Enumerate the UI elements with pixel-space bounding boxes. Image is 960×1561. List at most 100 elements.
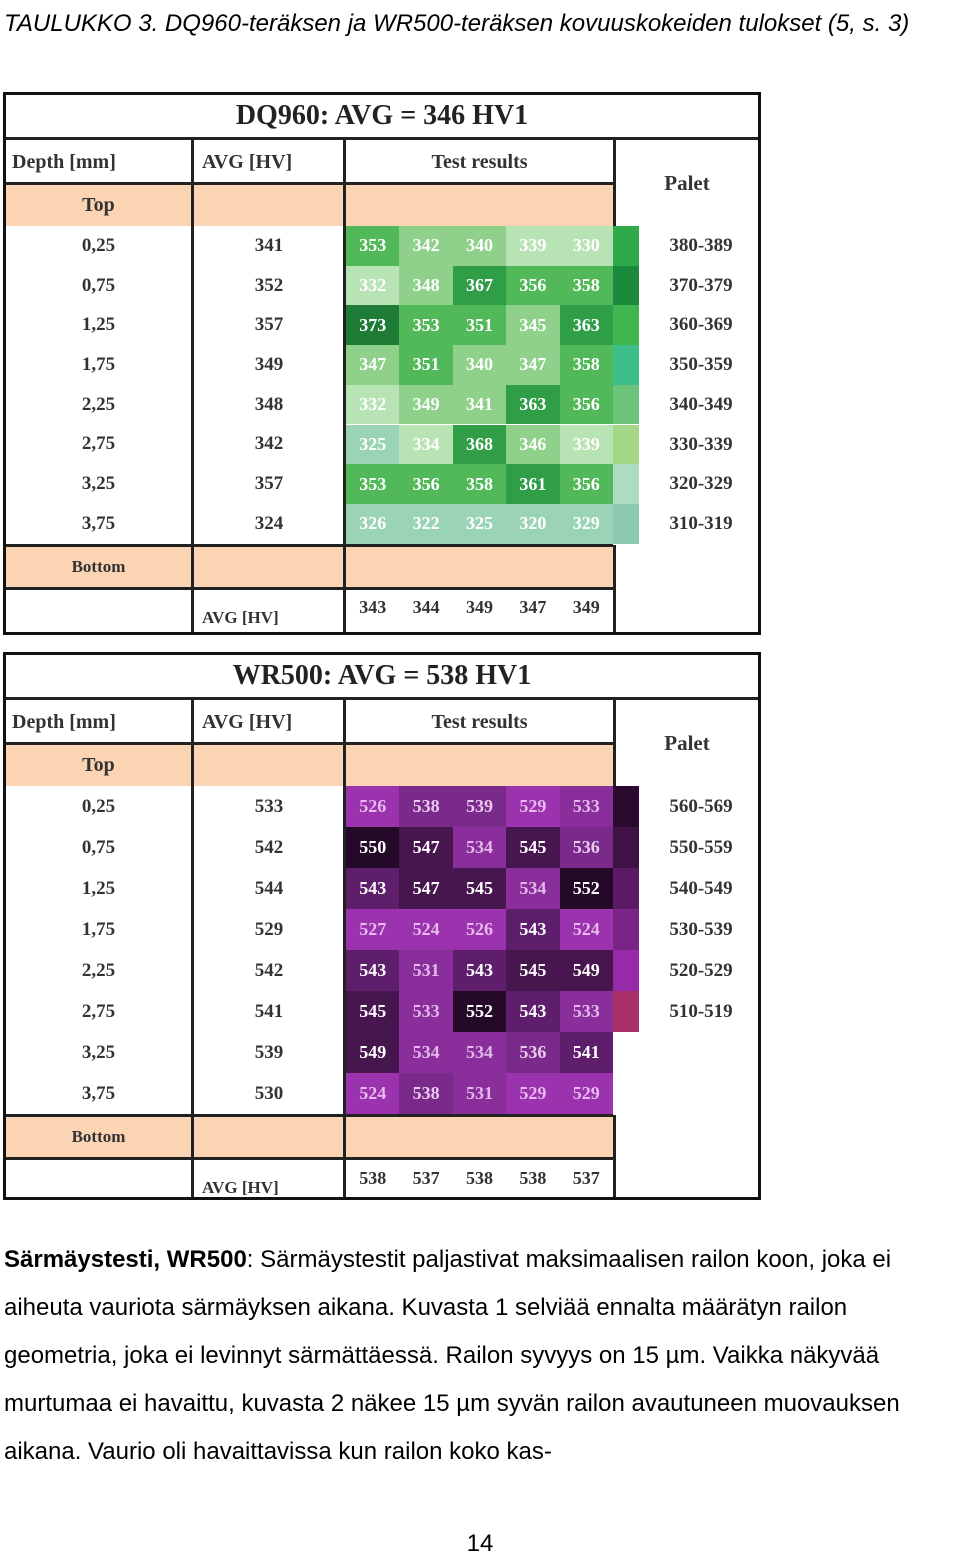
avg-row-label: AVG [HV] — [202, 607, 279, 627]
result-cell: 531 — [399, 950, 453, 991]
palette-range: 370-379 — [669, 274, 733, 296]
result-cell: 527 — [346, 909, 400, 950]
result-cell: 368 — [452, 424, 507, 465]
column-avg-cell: 347 — [519, 597, 547, 618]
row-divider — [6, 1114, 613, 1117]
header-avg: AVG [HV] — [202, 710, 293, 733]
depth-cell: 1,75 — [81, 918, 116, 940]
row-avg-cell: 352 — [254, 274, 284, 296]
table-caption: TAULUKKO 3. DQ960-teräksen ja WR500-terä… — [4, 10, 910, 37]
result-cell: 536 — [506, 1032, 560, 1073]
col-divider — [613, 137, 616, 226]
col-divider — [613, 544, 616, 632]
palette-swatch — [613, 991, 639, 1032]
result-cell: 351 — [399, 345, 453, 385]
result-cell: 341 — [452, 384, 507, 425]
top-avg-blank — [194, 744, 344, 786]
paragraph-text: : Särmäystestit paljastivat maksimaalise… — [4, 1246, 900, 1465]
result-cell: 358 — [559, 345, 613, 385]
palette-range: 510-519 — [669, 1001, 733, 1022]
bottom-results-blank — [346, 546, 613, 587]
result-cell: 529 — [506, 1073, 560, 1114]
depth-cell: 1,25 — [81, 877, 116, 899]
result-cell: 534 — [452, 827, 507, 868]
column-avg-cell: 343 — [359, 597, 387, 618]
palette-range: 380-389 — [669, 235, 733, 256]
result-cell: 545 — [506, 950, 560, 991]
top-label: Top — [6, 184, 191, 226]
palette-range: 320-329 — [669, 473, 733, 495]
result-cell: 334 — [399, 424, 453, 465]
result-cell: 529 — [506, 786, 560, 827]
result-cell: 367 — [452, 265, 507, 306]
result-cell: 552 — [452, 991, 507, 1032]
top-avg-blank — [194, 184, 344, 226]
result-cell: 340 — [452, 345, 507, 385]
top-results-blank — [346, 744, 613, 786]
depth-cell: 1,25 — [81, 314, 116, 336]
result-cell: 524 — [346, 1073, 400, 1114]
header-avg: AVG [HV] — [202, 150, 293, 173]
result-cell: 549 — [559, 950, 613, 991]
result-cell: 543 — [506, 909, 560, 950]
bottom-results-blank — [346, 1117, 613, 1157]
result-cell: 534 — [399, 1032, 453, 1073]
row-avg-cell: 541 — [254, 1000, 284, 1022]
row-divider — [6, 543, 613, 547]
result-cell: 533 — [559, 786, 613, 827]
header-palet: Palet — [664, 170, 710, 195]
paragraph-lead: Särmäystesti, WR500 — [4, 1246, 247, 1273]
result-cell: 545 — [452, 868, 507, 909]
title-divider — [6, 697, 758, 700]
result-cell: 526 — [346, 786, 400, 827]
page-number: 14 — [466, 1530, 494, 1557]
header-depth: Depth [mm] — [12, 150, 116, 173]
result-cell: 552 — [559, 868, 613, 909]
palette-range: 360-369 — [669, 314, 733, 336]
palette-swatch — [613, 226, 639, 266]
result-cell: 356 — [399, 464, 453, 504]
palette-range: 540-549 — [669, 878, 733, 899]
column-avg-cell: 538 — [359, 1167, 387, 1188]
bottom-label: Bottom — [6, 1117, 191, 1157]
result-cell: 543 — [452, 950, 507, 991]
col-divider — [191, 697, 194, 1197]
result-cell: 353 — [346, 464, 400, 504]
result-cell: 332 — [346, 265, 400, 306]
palette-swatch — [613, 384, 639, 425]
palette-swatch — [613, 265, 639, 306]
result-cell: 340 — [452, 226, 507, 266]
result-cell: 545 — [346, 991, 400, 1032]
column-avg-cell: 538 — [465, 1167, 493, 1188]
avg-row-label: AVG [HV] — [202, 1178, 279, 1197]
depth-cell: 0,75 — [81, 274, 116, 296]
depth-cell: 0,25 — [81, 795, 116, 817]
header-palet: Palet — [664, 730, 710, 755]
result-cell: 543 — [346, 868, 400, 909]
row-divider — [6, 586, 613, 590]
result-cell: 356 — [559, 464, 613, 504]
result-cell: 347 — [346, 345, 400, 385]
body-paragraph: Särmäystesti, WR500: Särmäystestit palja… — [4, 1236, 954, 1476]
row-avg-cell: 324 — [254, 512, 284, 534]
result-cell: 332 — [346, 384, 400, 425]
table-title: DQ960: AVG = 346 HV1 — [235, 100, 529, 131]
result-cell: 339 — [559, 424, 613, 465]
result-cell: 547 — [399, 827, 453, 868]
depth-cell: 1,75 — [81, 353, 116, 375]
palette-swatch — [613, 424, 639, 465]
result-cell: 538 — [399, 786, 453, 827]
row-avg-cell: 341 — [254, 234, 284, 256]
result-cell: 325 — [452, 503, 507, 544]
depth-cell: 2,25 — [81, 393, 116, 415]
depth-cell: 0,75 — [81, 836, 116, 858]
bottom-avg-blank — [194, 1117, 344, 1157]
header-test-results: Test results — [431, 150, 528, 173]
result-cell: 330 — [559, 226, 613, 266]
result-cell: 358 — [559, 265, 613, 306]
row-avg-cell: 349 — [254, 353, 284, 375]
col-divider — [343, 697, 346, 1197]
depth-cell: 3,25 — [81, 473, 116, 495]
row-avg-cell: 348 — [254, 393, 284, 415]
row-avg-cell: 357 — [254, 314, 284, 336]
